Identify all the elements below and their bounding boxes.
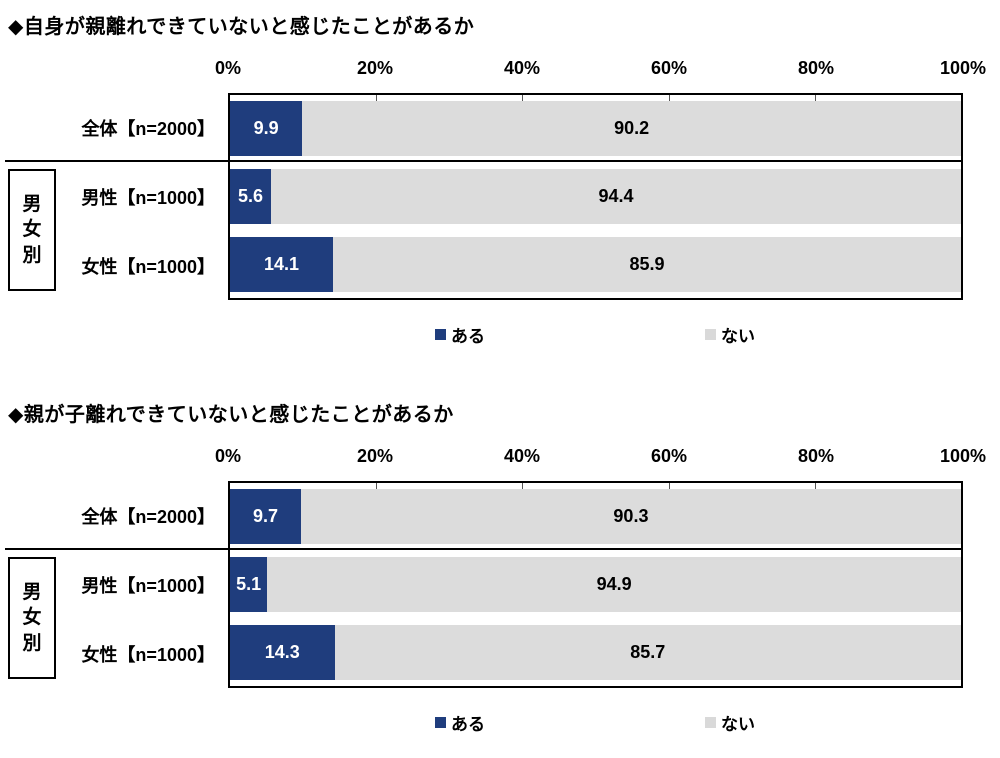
category-label: 全体【n=2000】 xyxy=(81,118,215,139)
bar-row-male: 5.1 94.9 xyxy=(230,550,961,619)
group-divider-line xyxy=(5,160,963,162)
stacked-bar: 14.3 85.7 xyxy=(230,624,961,680)
plot-tick-mark xyxy=(668,483,670,489)
legend-swatch-no-icon xyxy=(705,717,716,728)
legend-item-no: ない xyxy=(705,322,755,347)
stacked-bar: 9.7 90.3 xyxy=(230,489,961,545)
chart2-legend: ある ない xyxy=(0,710,1000,736)
category-label: 男性【n=1000】 xyxy=(81,575,215,596)
bar-row-female: 14.1 85.9 xyxy=(230,230,961,299)
axis-tick-label: 0% xyxy=(214,446,242,466)
legend-label-no: ない xyxy=(721,327,755,346)
bar-row-total: 9.9 90.2 xyxy=(230,95,961,163)
bar-segment-no: 90.3 xyxy=(300,489,961,545)
legend-swatch-no-icon xyxy=(705,329,716,340)
axis-tick-label: 60% xyxy=(650,446,688,466)
chart1-axis: 0% 20% 40% 60% 80% 100% xyxy=(215,58,986,82)
axis-tick-label: 0% xyxy=(214,58,242,78)
gender-group-label-box: 男女別 xyxy=(8,169,56,291)
legend-label-yes: ある xyxy=(451,327,485,346)
axis-tick-label: 80% xyxy=(797,446,835,466)
chart1-legend: ある ない xyxy=(0,322,1000,348)
plot-tick-mark xyxy=(376,95,378,101)
stacked-bar: 5.6 94.4 xyxy=(230,169,961,224)
group-divider-line xyxy=(5,548,963,550)
chart1-category-labels: 全体【n=2000】 男性【n=1000】 女性【n=1000】 xyxy=(0,93,222,300)
stacked-bar: 14.1 85.9 xyxy=(230,236,961,292)
chart2-plot-area: 9.7 90.3 5.1 94.9 14.3 85.7 xyxy=(228,481,963,688)
chart1-plot-area: 9.9 90.2 5.6 94.4 14.1 85.9 xyxy=(228,93,963,300)
legend-swatch-yes-icon xyxy=(435,329,446,340)
bar-segment-no: 94.9 xyxy=(267,557,961,612)
plot-tick-mark xyxy=(668,95,670,101)
stacked-bar: 9.9 90.2 xyxy=(230,101,961,157)
legend-swatch-yes-icon xyxy=(435,717,446,728)
category-label: 男性【n=1000】 xyxy=(81,187,215,208)
chart2-title: ◆親が子離れできていないと感じたことがあるか xyxy=(8,404,454,426)
legend-item-yes: ある xyxy=(435,322,485,347)
gender-group-label-box: 男女別 xyxy=(8,557,56,679)
chart2-axis: 0% 20% 40% 60% 80% 100% xyxy=(215,446,986,470)
category-label: 女性【n=1000】 xyxy=(81,256,215,277)
bar-segment-yes: 5.6 xyxy=(230,169,271,224)
axis-tick-label: 20% xyxy=(356,446,394,466)
bar-segment-no: 90.2 xyxy=(302,101,961,157)
bar-segment-yes: 5.1 xyxy=(230,557,268,612)
axis-tick-label: 40% xyxy=(503,58,541,78)
bar-row-male: 5.6 94.4 xyxy=(230,162,961,231)
bar-segment-yes: 9.9 xyxy=(230,101,303,157)
legend-label-yes: ある xyxy=(451,715,485,734)
axis-tick-label: 40% xyxy=(503,446,541,466)
bar-segment-yes: 14.1 xyxy=(230,236,334,292)
plot-tick-mark xyxy=(376,483,378,489)
axis-tick-label: 100% xyxy=(939,446,987,466)
category-label: 全体【n=2000】 xyxy=(81,506,215,527)
bar-segment-no: 85.7 xyxy=(334,624,961,680)
legend-item-no: ない xyxy=(705,710,755,735)
plot-tick-mark xyxy=(522,95,524,101)
bar-segment-no: 94.4 xyxy=(270,169,961,224)
bar-segment-yes: 14.3 xyxy=(230,624,335,680)
category-label: 女性【n=1000】 xyxy=(81,644,215,665)
bar-segment-no: 85.9 xyxy=(333,236,961,292)
axis-tick-label: 20% xyxy=(356,58,394,78)
bar-row-female: 14.3 85.7 xyxy=(230,618,961,687)
legend-label-no: ない xyxy=(721,715,755,734)
axis-tick-label: 100% xyxy=(939,58,987,78)
chart2-category-labels: 全体【n=2000】 男性【n=1000】 女性【n=1000】 xyxy=(0,481,222,688)
legend-item-yes: ある xyxy=(435,710,485,735)
plot-tick-mark xyxy=(814,483,816,489)
bar-segment-yes: 9.7 xyxy=(230,489,301,545)
plot-tick-mark xyxy=(522,483,524,489)
bar-row-total: 9.7 90.3 xyxy=(230,483,961,551)
axis-tick-label: 60% xyxy=(650,58,688,78)
plot-tick-mark xyxy=(814,95,816,101)
chart1-title: ◆自身が親離れできていないと感じたことがあるか xyxy=(8,16,475,38)
axis-tick-label: 80% xyxy=(797,58,835,78)
stacked-bar: 5.1 94.9 xyxy=(230,557,961,612)
